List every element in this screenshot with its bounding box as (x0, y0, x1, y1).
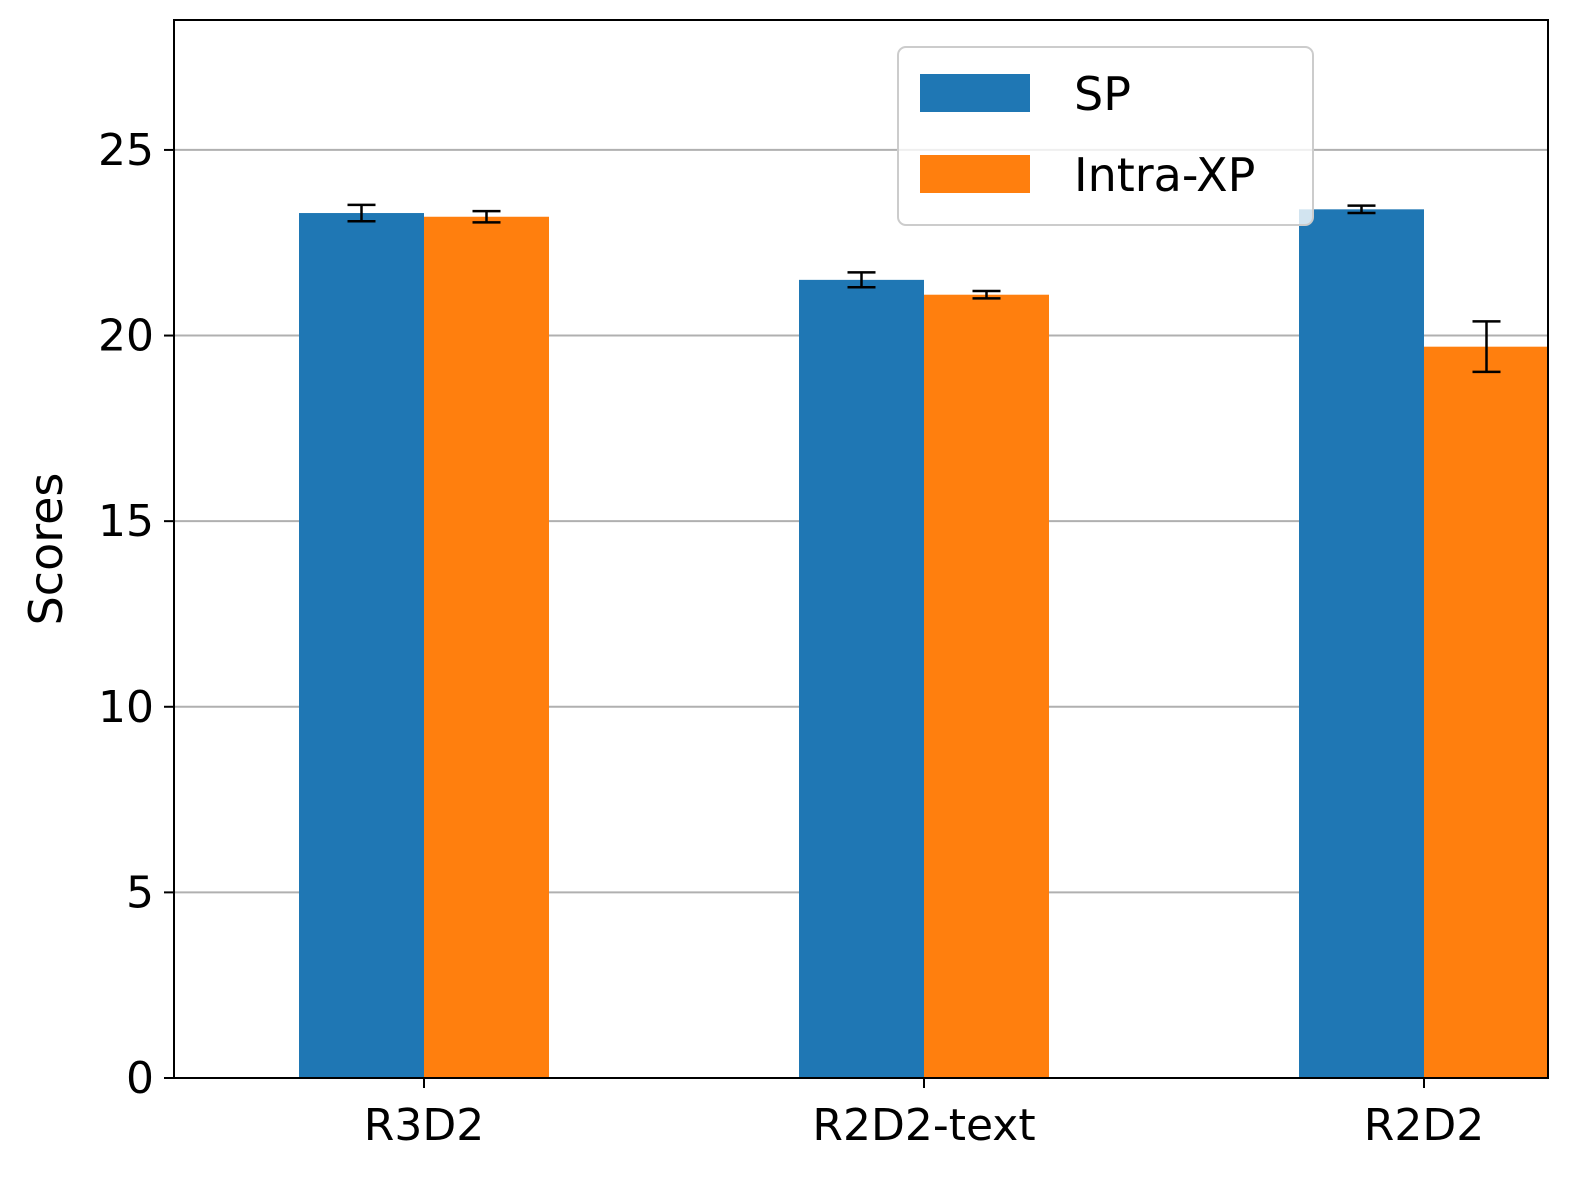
y-axis-label: Scores (19, 473, 73, 626)
x-tick-label-r2d2-text: R2D2-text (812, 1100, 1035, 1151)
x-tick-label-r3d2: R3D2 (364, 1100, 484, 1151)
plot-frame (173, 19, 1549, 1079)
legend-swatch-sp (920, 74, 1030, 112)
error-bar-sp-r3d2 (347, 203, 376, 223)
bar-sp-r3d2 (299, 213, 424, 1079)
legend-swatch-intra-xp (920, 155, 1030, 193)
bars (299, 209, 1549, 1079)
bar-intra-xp-r2d2-text (924, 294, 1049, 1079)
y-tick-label-25: 25 (98, 125, 154, 176)
y-tick-label-0: 0 (126, 1053, 154, 1104)
bar-intra-xp-r3d2 (424, 216, 549, 1079)
x-axis-ticks: R3D2 R2D2-text R2D2 (364, 1078, 1484, 1151)
bar-intra-xp-r2d2 (1424, 346, 1549, 1079)
x-tick-label-r2d2: R2D2 (1364, 1100, 1484, 1151)
legend: SP Intra-XP (897, 46, 1314, 226)
error-bars (347, 203, 1501, 374)
error-bar-intra-xp-r2d2 (1472, 320, 1501, 374)
y-tick-label-5: 5 (126, 867, 154, 918)
error-bar-intra-xp-r3d2 (472, 209, 501, 224)
bar-sp-r2d2-text (799, 279, 924, 1079)
error-bar-sp-r2d2-text (847, 271, 876, 289)
error-bar-intra-xp-r2d2-text (972, 289, 1001, 300)
y-tick-label-10: 10 (98, 682, 154, 733)
bar-sp-r2d2 (1299, 209, 1424, 1079)
legend-label-intra-xp: Intra-XP (1074, 148, 1255, 202)
error-bar-sp-r2d2 (1347, 204, 1376, 215)
legend-label-sp: SP (1074, 67, 1131, 121)
y-tick-label-15: 15 (98, 496, 154, 547)
y-tick-label-20: 20 (98, 311, 154, 362)
y-axis-ticks: 0 5 10 15 20 25 (98, 125, 174, 1104)
